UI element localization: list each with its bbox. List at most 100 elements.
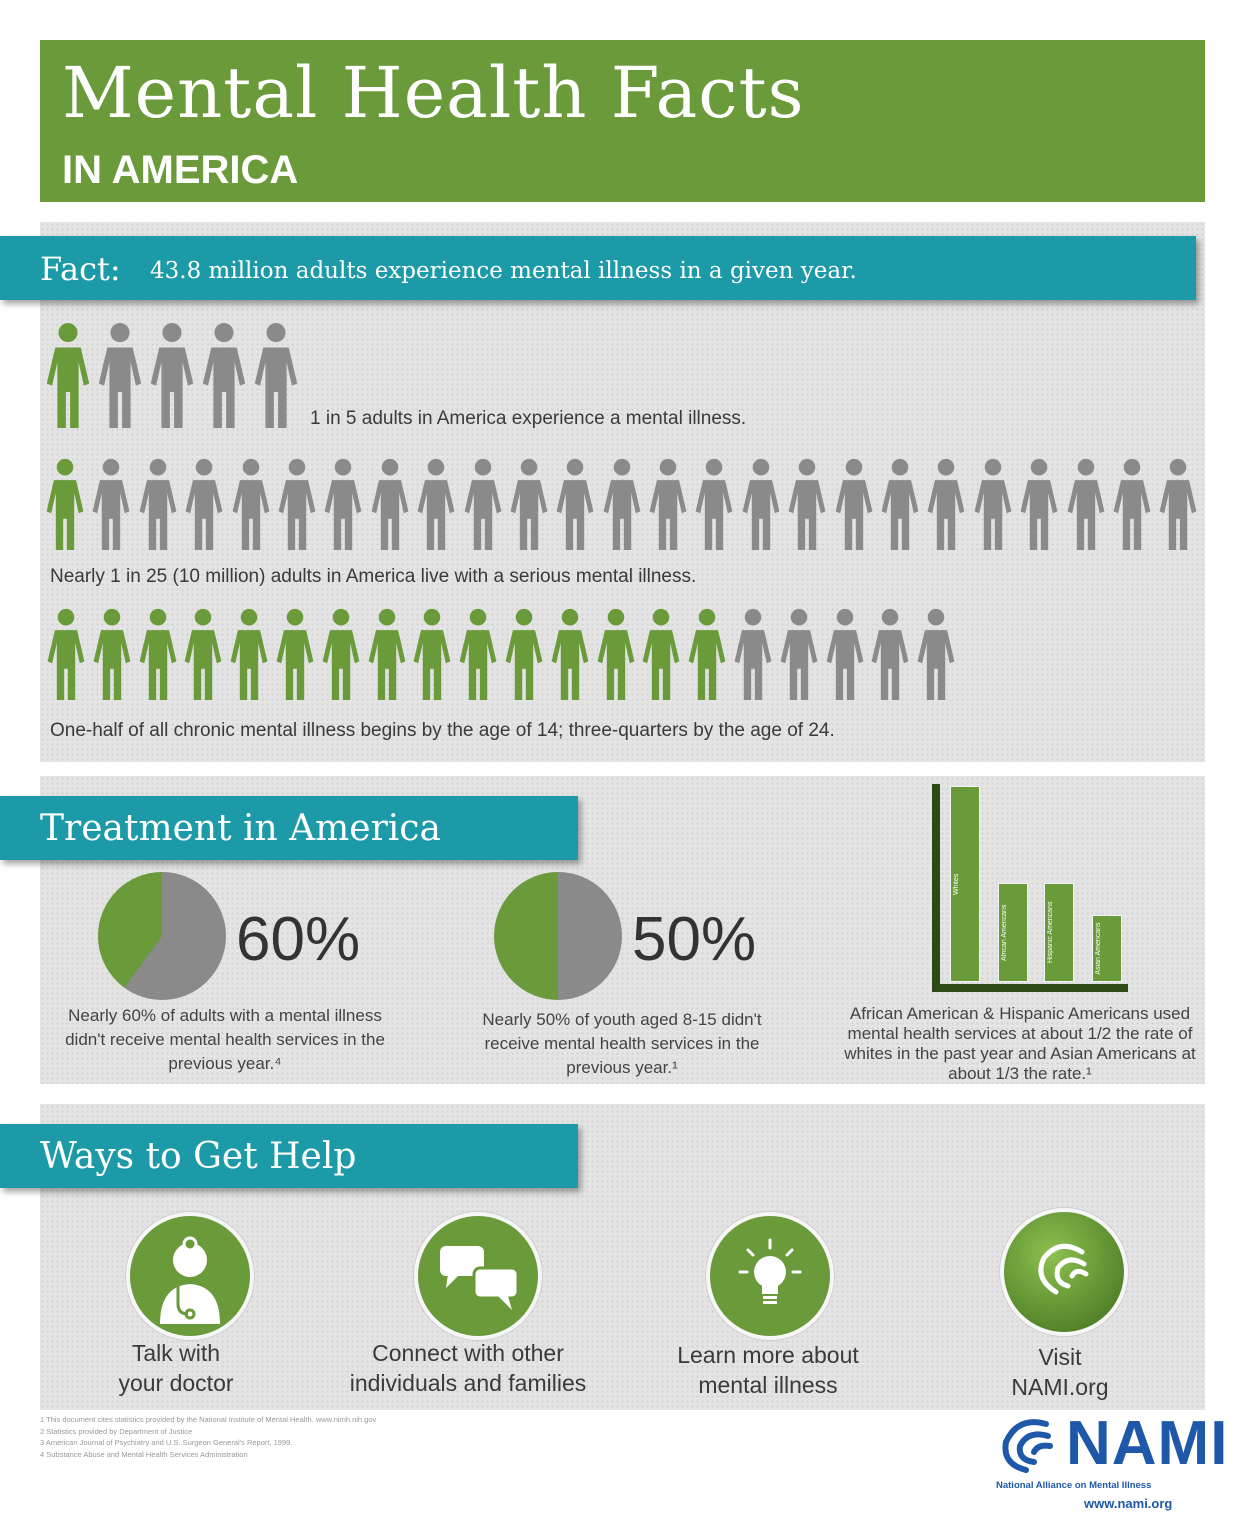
stat-caption-1: 1 in 5 adults in America experience a me… — [310, 408, 747, 429]
chart-bar: African Americans — [998, 883, 1028, 982]
ways-title: Ways to Get Help — [40, 1136, 357, 1177]
person-icon — [44, 322, 92, 433]
person-icon — [276, 458, 318, 555]
help-label-connect: Connect with other individuals and famil… — [318, 1338, 618, 1398]
person-icon — [972, 458, 1014, 555]
person-icon — [1111, 458, 1153, 555]
youth-percent: 50% — [632, 905, 757, 974]
person-icon — [410, 608, 454, 705]
person-icon — [868, 608, 912, 705]
help-line: mental illness — [698, 1372, 838, 1398]
nami-url[interactable]: www.nami.org — [1084, 1496, 1173, 1511]
youth-pie-caption: Nearly 50% of youth aged 8-15 didn't rec… — [482, 1010, 762, 1077]
page-subtitle: IN AMERICA — [62, 148, 299, 192]
stat-caption-2: Nearly 1 in 25 (10 million) adults in Am… — [50, 566, 697, 587]
person-icon — [90, 608, 134, 705]
person-icon — [230, 458, 272, 555]
person-icon — [148, 322, 196, 433]
chart-bar: Whites — [950, 786, 980, 982]
treatment-section — [40, 776, 1205, 1084]
person-icon — [456, 608, 500, 705]
help-line: NAMI.org — [1011, 1374, 1109, 1400]
person-icon — [1018, 458, 1060, 555]
person-icon — [252, 322, 300, 433]
page-title: Mental Health Facts — [62, 52, 805, 134]
help-line: your doctor — [118, 1370, 234, 1396]
person-icon — [137, 458, 179, 555]
person-icon — [273, 608, 317, 705]
treatment-title: Treatment in America — [40, 808, 441, 849]
person-icon — [786, 458, 828, 555]
nami-logo[interactable]: NAMI National Alliance on Mental Illness… — [996, 1408, 1227, 1516]
person-icon — [44, 608, 88, 705]
chart-bar-label: Hispanic Americans — [1047, 901, 1054, 964]
chart-bar: Hispanic Americans — [1044, 883, 1074, 982]
person-icon — [462, 458, 504, 555]
youth-pie-chart — [494, 872, 622, 1000]
nami-wordmark: NAMI — [1066, 1409, 1229, 1478]
header-banner — [40, 40, 1205, 202]
help-line: Connect with other — [372, 1340, 564, 1366]
people-row-age-onset — [44, 608, 960, 718]
person-icon — [183, 458, 225, 555]
ways-banner: Ways to Get Help — [0, 1124, 578, 1188]
people-row-1-in-25 — [44, 458, 1204, 568]
bar-chart-caption: African American & Hispanic Americans us… — [844, 1004, 1196, 1083]
nami-logo-icon[interactable] — [1000, 1208, 1128, 1336]
doctor-icon — [126, 1212, 254, 1340]
person-icon — [136, 608, 180, 705]
help-line: Learn more about — [677, 1342, 859, 1368]
person-icon — [1065, 458, 1107, 555]
person-icon — [914, 608, 958, 705]
person-icon — [740, 458, 782, 555]
person-icon — [685, 608, 729, 705]
service-rate-bar-chart: Whites African Americans Hispanic American… — [930, 784, 1130, 994]
treatment-banner: Treatment in America — [0, 796, 578, 860]
person-icon — [601, 458, 643, 555]
person-icon — [44, 458, 86, 555]
person-icon — [415, 458, 457, 555]
fact-text: 43.8 million adults experience mental il… — [150, 258, 857, 284]
person-icon — [508, 458, 550, 555]
footnote: 2 Statistics provided by Department of J… — [40, 1426, 193, 1436]
help-label-visit[interactable]: Visit NAMI.org — [910, 1342, 1210, 1402]
person-icon — [777, 608, 821, 705]
footnote: 1 This document cites statistics provide… — [40, 1415, 377, 1424]
footnote: 4 Substance Abuse and Mental Health Serv… — [40, 1449, 248, 1459]
stat-caption-3: One-half of all chronic mental illness b… — [50, 720, 835, 741]
help-line: Talk with — [131, 1340, 221, 1366]
person-icon — [227, 608, 271, 705]
person-icon — [319, 608, 363, 705]
chart-bar-label: Whites — [953, 873, 960, 895]
adults-pie-chart — [98, 872, 226, 1000]
person-icon — [322, 458, 364, 555]
nami-swirl-icon — [1002, 1419, 1053, 1473]
person-icon — [879, 458, 921, 555]
chart-bar-label: Asian Americans — [1095, 922, 1102, 975]
person-icon — [96, 322, 144, 433]
help-line: individuals and families — [349, 1370, 587, 1396]
chart-bar-label: African Americans — [1001, 904, 1008, 961]
person-icon — [925, 458, 967, 555]
person-icon — [1157, 458, 1199, 555]
person-icon — [502, 608, 546, 705]
help-label-learn: Learn more about mental illness — [618, 1340, 918, 1400]
help-label-doctor: Talk with your doctor — [26, 1338, 326, 1398]
person-icon — [647, 458, 689, 555]
person-icon — [594, 608, 638, 705]
person-icon — [693, 458, 735, 555]
person-icon — [548, 608, 592, 705]
lightbulb-icon — [706, 1212, 834, 1340]
chart-bar: Asian Americans — [1092, 915, 1122, 982]
person-icon — [639, 608, 683, 705]
person-icon — [365, 608, 409, 705]
help-line: Visit — [1038, 1344, 1082, 1370]
person-icon — [823, 608, 867, 705]
footnote: 3 American Journal of Psychiatry and U.S… — [40, 1438, 293, 1447]
fact-label: Fact: — [40, 250, 121, 288]
fact-banner: Fact: 43.8 million adults experience men… — [0, 236, 1196, 300]
footnotes: 1 This document cites statistics provide… — [40, 1414, 376, 1460]
person-icon — [554, 458, 596, 555]
person-icon — [833, 458, 875, 555]
speech-bubbles-icon — [414, 1212, 542, 1340]
